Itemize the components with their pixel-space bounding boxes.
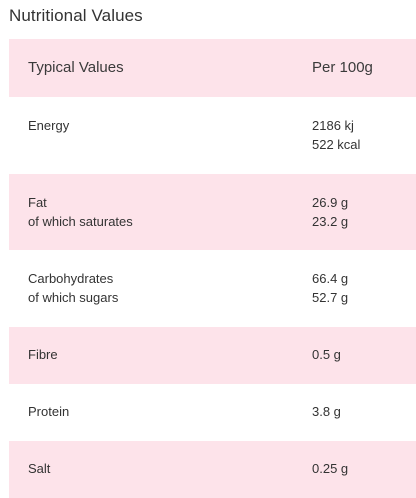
- row-label: Fat of which saturates: [28, 193, 133, 231]
- nutrient-name: Carbohydrates: [28, 271, 114, 286]
- row-label: Energy: [28, 116, 69, 135]
- nutrient-value: 0.5 g: [312, 347, 341, 362]
- row-value: 0.25 g: [312, 459, 348, 478]
- nutrient-value: 66.4 g: [312, 271, 349, 286]
- nutrient-value: 52.7 g: [312, 290, 349, 305]
- row-value: 0.5 g: [312, 345, 341, 364]
- nutrient-name: Salt: [28, 461, 51, 476]
- nutrient-value: 3.8 g: [312, 404, 341, 419]
- header-value: Per 100g: [312, 59, 373, 76]
- table-row-carbohydrates: Carbohydrates of which sugars 66.4 g 52.…: [9, 250, 416, 327]
- nutrient-value: 2186 kj: [312, 118, 354, 133]
- nutrient-value: 23.2 g: [312, 214, 349, 229]
- table-row-fibre: Fibre 0.5 g: [9, 327, 416, 384]
- row-value: 26.9 g 23.2 g: [312, 193, 348, 231]
- nutrient-subname: of which saturates: [28, 214, 133, 229]
- row-value: 2186 kj 522 kcal: [312, 116, 360, 154]
- row-value: 3.8 g: [312, 402, 341, 421]
- table-row-salt: Salt 0.25 g: [9, 441, 416, 498]
- nutrition-table: Typical Values Per 100g Energy 2186 kj 5…: [9, 39, 416, 498]
- nutrient-value: 26.9 g: [312, 195, 349, 210]
- nutrient-name: Fat: [28, 195, 47, 210]
- nutrient-name: Fibre: [28, 347, 58, 362]
- row-label: Carbohydrates of which sugars: [28, 269, 118, 307]
- table-row-energy: Energy 2186 kj 522 kcal: [9, 97, 416, 174]
- table-header-row: Typical Values Per 100g: [9, 39, 416, 97]
- nutrient-name: Energy: [28, 118, 70, 133]
- table-row-protein: Protein 3.8 g: [9, 384, 416, 441]
- nutrient-value: 0.25 g: [312, 461, 349, 476]
- nutrient-subname: of which sugars: [28, 290, 119, 305]
- nutrient-value: 522 kcal: [312, 137, 361, 152]
- row-label: Salt: [28, 459, 50, 478]
- row-label: Protein: [28, 402, 69, 421]
- page-title: Nutritional Values: [9, 6, 143, 25]
- nutrient-name: Protein: [28, 404, 70, 419]
- header-label: Typical Values: [28, 59, 124, 76]
- row-value: 66.4 g 52.7 g: [312, 269, 348, 307]
- row-label: Fibre: [28, 345, 58, 364]
- table-row-fat: Fat of which saturates 26.9 g 23.2 g: [9, 174, 416, 250]
